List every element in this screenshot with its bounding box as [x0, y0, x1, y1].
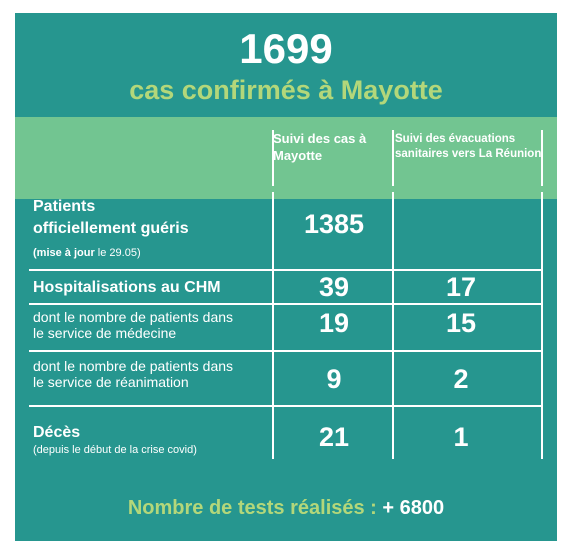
row-note-update-bold: (mise à jour: [33, 247, 95, 259]
confirmed-cases-count: 1699: [239, 25, 333, 72]
column-divider-2: [392, 130, 394, 186]
hospitalisations-evacuation-value: 17: [445, 272, 477, 302]
column-divider-body-3: [541, 192, 543, 459]
column-header-evacuations: Suivi des évacuations sanitaires vers La…: [395, 133, 542, 160]
header: 1699 cas confirmés à Mayotte: [15, 13, 557, 117]
row-label-recovered-line2: officiellement guéris: [33, 220, 189, 237]
medicine-mayotte-value: 19: [318, 308, 350, 338]
covid-stats-card: [15, 13, 557, 541]
column-divider-3: [541, 130, 543, 186]
tests-value: + 6800: [382, 497, 445, 519]
row-divider-3: [29, 350, 543, 352]
column-divider-body-1: [272, 192, 274, 459]
row-label-icu-line2: le service de réanimation: [33, 374, 189, 390]
confirmed-cases-subtitle: cas confirmés à Mayotte: [129, 75, 443, 105]
icu-mayotte-value: 9: [326, 364, 342, 394]
row-divider-1: [29, 269, 543, 271]
row-note-update: (mise à jour le 29.05): [33, 246, 141, 260]
deaths-evacuation-value: 1: [453, 422, 469, 452]
column-divider-body-2: [392, 192, 394, 459]
row-label-medicine-line2: le service de médecine: [33, 325, 177, 341]
row-divider-2: [29, 303, 543, 305]
row-label-hospitalisations: Hospitalisations au CHM: [33, 279, 221, 296]
row-note-deaths: (depuis le début de la crise covid): [33, 444, 197, 456]
row-label-recovered-line1: Patients: [33, 198, 96, 215]
column-divider-1: [272, 130, 274, 186]
row-label-medicine-line1: dont le nombre de patients dans: [33, 309, 234, 325]
deaths-mayotte-value: 21: [318, 422, 350, 452]
icu-evacuation-value: 2: [453, 364, 469, 394]
row-label-deaths: Décès: [33, 424, 81, 441]
medicine-evacuation-value: 15: [445, 308, 477, 338]
table-header-band: [15, 117, 557, 199]
row-divider-4: [29, 405, 543, 407]
tests-label: Nombre de tests réalisés :: [127, 497, 377, 519]
hospitalisations-mayotte-value: 39: [318, 272, 350, 302]
column-header-mayotte: Suivi des cas à Mayotte: [273, 131, 367, 163]
recovered-mayotte-value: 1385: [303, 209, 365, 239]
tests-footer: Nombre de tests réalisés : + 6800: [15, 496, 557, 520]
row-label-icu-line1: dont le nombre de patients dans: [33, 358, 234, 374]
row-note-update-date: le 29.05): [94, 247, 141, 259]
